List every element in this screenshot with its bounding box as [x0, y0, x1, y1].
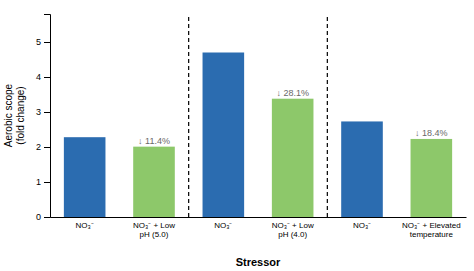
bar — [411, 139, 453, 217]
bar — [341, 121, 383, 217]
x-tick: NO₃⁻ + LowpH (4.0) — [272, 217, 314, 239]
x-axis-title: Stressor — [236, 256, 281, 268]
y-tick-label: 4 — [36, 72, 41, 82]
x-tick: NO₃⁻ — [353, 217, 371, 230]
x-tick-label: NO₃⁻ + LowpH (4.0) — [272, 221, 314, 240]
y-tick-mark — [44, 112, 50, 113]
x-tick-label: NO₃⁻ + LowpH (5.0) — [133, 221, 175, 240]
y-tick: 2 — [36, 142, 50, 152]
annotations: ↓ 11.4% ↓ 28.1% ↓ 18.4% — [138, 88, 448, 146]
annotation: ↓ 28.1% — [276, 88, 309, 98]
bar — [272, 99, 314, 217]
x-tick-label-line: pH (4.0) — [278, 230, 307, 239]
y-tick-label: 0 — [36, 212, 41, 222]
x-tick-label: NO₃⁻ — [76, 221, 94, 230]
y-tick-mark — [44, 182, 50, 183]
x-tick-label-line: temperature — [410, 230, 454, 239]
y-tick-mark — [44, 42, 50, 43]
y-axis: 0 1 2 3 4 5 — [36, 15, 51, 223]
x-axis: NO₃⁻NO₃⁻ + LowpH (5.0)NO₃⁻NO₃⁻ + LowpH (… — [51, 217, 467, 239]
y-tick-label: 1 — [36, 177, 41, 187]
x-axis-line — [51, 217, 467, 218]
y-tick-label: 2 — [36, 142, 41, 152]
x-tick: NO₃⁻ — [76, 217, 94, 230]
x-tick: NO₃⁻ + Elevatedtemperature — [402, 217, 461, 239]
annotation: ↓ 11.4% — [138, 136, 170, 146]
y-tick: 4 — [36, 72, 50, 82]
x-tick-label-line: NO₃⁻ + Low — [272, 221, 314, 230]
y-axis-title: Aerobic scope(fold change) — [3, 83, 26, 147]
bar — [133, 147, 175, 217]
y-tick-label: 5 — [36, 37, 41, 47]
y-axis-title-line: (fold change) — [15, 86, 26, 144]
bar — [203, 53, 245, 218]
annotation: ↓ 18.4% — [415, 128, 448, 138]
x-tick-label-line: NO₃⁻ — [76, 221, 94, 230]
y-tick-mark — [44, 147, 50, 148]
chart: NO₃⁻NO₃⁻ + LowpH (5.0)NO₃⁻NO₃⁻ + LowpH (… — [0, 0, 474, 271]
x-tick-label: NO₃⁻ — [353, 221, 371, 230]
group-separator — [327, 14, 328, 217]
y-tick: 3 — [36, 107, 50, 117]
x-tick: NO₃⁻ — [214, 217, 232, 230]
x-tick-label: NO₃⁻ + Elevatedtemperature — [402, 221, 461, 240]
y-axis-line — [44, 15, 51, 218]
y-tick-mark — [44, 77, 50, 78]
x-tick-label-line: pH (5.0) — [140, 230, 169, 239]
x-tick: NO₃⁻ + LowpH (5.0) — [133, 217, 175, 239]
x-tick-label: NO₃⁻ — [214, 221, 232, 230]
x-tick-label-line: NO₃⁻ — [353, 221, 371, 230]
y-tick: 1 — [36, 177, 50, 187]
group-separator — [188, 14, 189, 217]
bar — [64, 137, 106, 217]
x-tick-label-line: NO₃⁻ + Low — [133, 221, 175, 230]
y-tick: 5 — [36, 37, 50, 47]
x-tick-label-line: NO₃⁻ — [214, 221, 232, 230]
y-tick-mark — [44, 217, 50, 218]
y-tick-label: 3 — [36, 107, 41, 117]
plot-area — [64, 14, 452, 217]
y-tick: 0 — [36, 212, 50, 222]
y-axis-title-line: Aerobic scope — [3, 83, 14, 147]
x-tick-label-line: NO₃⁻ + Elevated — [402, 221, 461, 230]
